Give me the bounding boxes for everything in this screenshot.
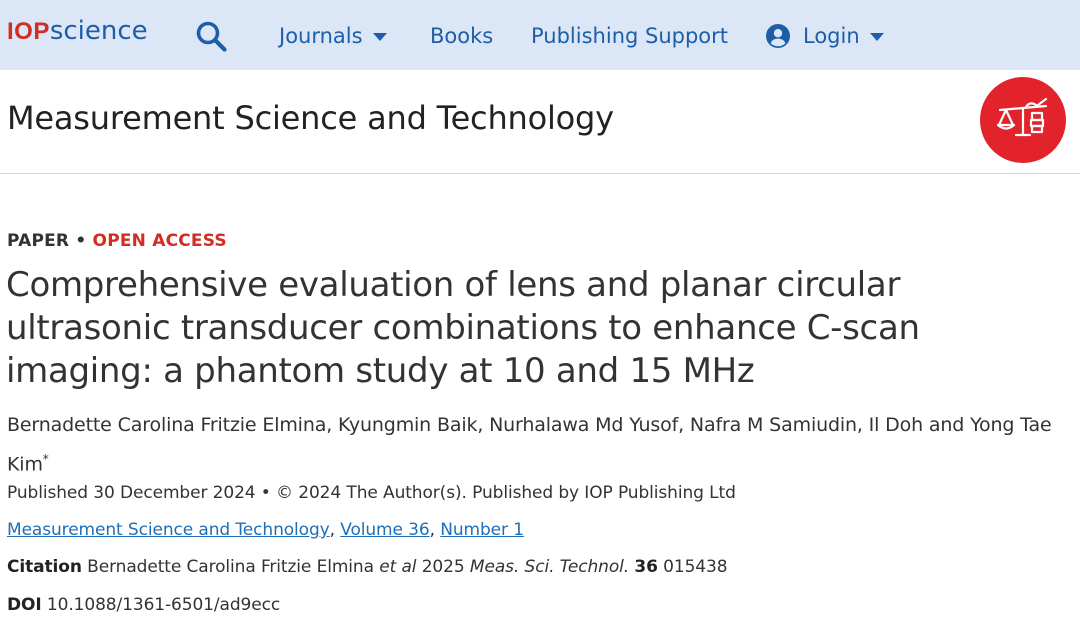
iopscience-logo[interactable]: IOP science [7, 16, 148, 46]
issue-separator: , [429, 520, 441, 540]
top-nav-bar: IOP science Journals Books Publishing Su… [0, 0, 1080, 70]
chevron-down-icon [372, 33, 387, 41]
nav-login-menu[interactable]: Login [766, 23, 884, 49]
article-type-separator: • [75, 231, 87, 251]
citation-line: Citation Bernadette Carolina Fritzie Elm… [7, 557, 728, 577]
issue-separator: , [329, 520, 341, 540]
search-icon [196, 21, 227, 52]
user-icon [766, 24, 790, 48]
logo-iop-text: IOP [7, 18, 50, 45]
citation-authors: Bernadette Carolina Fritzie Elmina [87, 557, 374, 577]
nav-publishing-support-label: Publishing Support [531, 24, 729, 48]
citation-volume: 36 [634, 557, 658, 577]
citation-etal: et al [379, 557, 417, 577]
nav-publishing-support-link[interactable]: Publishing Support [531, 23, 728, 49]
citation-journal: Meas. Sci. Technol. [469, 557, 630, 577]
nav-journals-label: Journals [279, 24, 363, 48]
nav-login-label: Login [803, 24, 860, 48]
article-type: PAPER • OPEN ACCESS [7, 231, 227, 251]
search-button[interactable] [195, 20, 229, 54]
author-list: Bernadette Carolina Fritzie Elmina, Kyun… [7, 408, 1080, 481]
corresponding-author-mark: * [42, 452, 49, 466]
nav-journals-menu[interactable]: Journals [279, 23, 387, 49]
doi-value[interactable]: 10.1088/1361-6501/ad9ecc [46, 595, 281, 615]
journal-logo-icon[interactable] [980, 77, 1066, 163]
journal-link[interactable]: Measurement Science and Technology [7, 520, 330, 540]
volume-link[interactable]: Volume 36 [340, 520, 430, 540]
authors-text[interactable]: Bernadette Carolina Fritzie Elmina, Kyun… [7, 414, 1052, 476]
number-link[interactable]: Number 1 [440, 520, 524, 540]
chevron-down-icon [869, 33, 884, 41]
issue-links: Measurement Science and Technology, Volu… [7, 520, 524, 540]
citation-label: Citation [7, 557, 82, 577]
logo-science-text: science [49, 16, 148, 46]
citation-year: 2025 [421, 557, 465, 577]
article-title: Comprehensive evaluation of lens and pla… [6, 265, 920, 391]
open-access-label: OPEN ACCESS [92, 231, 227, 251]
doi-label: DOI [7, 595, 42, 615]
doi-line: DOI 10.1088/1361-6501/ad9ecc [7, 595, 280, 615]
citation-article-number: 015438 [663, 557, 728, 577]
journal-title[interactable]: Measurement Science and Technology [7, 99, 614, 137]
nav-books-label: Books [430, 24, 494, 48]
article-type-label: PAPER [7, 231, 70, 251]
journal-header: Measurement Science and Technology [0, 70, 1080, 174]
nav-books-link[interactable]: Books [430, 23, 493, 49]
publication-info: Published 30 December 2024 • © 2024 The … [7, 483, 736, 503]
